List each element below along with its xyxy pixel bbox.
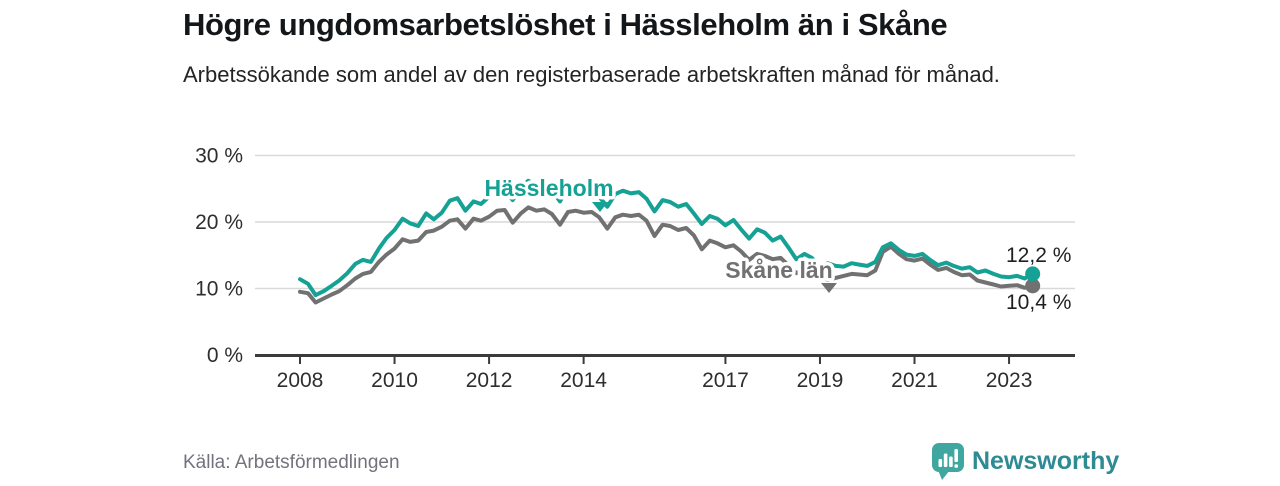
y-tick-label: 30 % — [195, 145, 243, 168]
series-end-dot-h-ssleholm — [1025, 266, 1041, 282]
series-line-sk-ne-l-n — [298, 205, 1035, 305]
x-tick-label: 2008 — [277, 369, 324, 392]
newsworthy-speech-bubble-chart-icon — [932, 443, 964, 480]
chart-header: Högre ungdomsarbetslöshet i Hässleholm ä… — [183, 6, 1103, 91]
x-tick-label: 2023 — [986, 369, 1033, 392]
series-end-dot-sk-ne-l-n — [1025, 278, 1041, 294]
chart-subtitle: Arbetssökande som andel av den registerb… — [183, 61, 1000, 87]
end-value-label-skane-lan: 10,4 % — [1006, 291, 1071, 314]
x-axis-ticks-group: 2008 2010 2012 2014 2017 2019 2021 2023 — [277, 356, 1033, 392]
source-note: Källa: Arbetsförmedlingen — [183, 452, 400, 473]
y-axis-labels-group: 0 % 10 % 20 % 30 % — [195, 145, 243, 368]
x-tick-label: 2010 — [371, 369, 418, 392]
x-tick-label: 2017 — [702, 369, 749, 392]
gridlines-group — [255, 154, 1075, 290]
newsworthy-logo-svg: Newsworthy — [932, 443, 1119, 480]
y-tick-label: 0 % — [207, 344, 243, 367]
x-tick-label: 2012 — [466, 369, 513, 392]
page-title: Högre ungdomsarbetslöshet i Hässleholm ä… — [183, 7, 948, 42]
y-tick-label: 10 % — [195, 278, 243, 301]
x-tick-label: 2014 — [560, 369, 607, 392]
end-value-label-hassleholm: 12,2 % — [1006, 244, 1071, 267]
newsworthy-wordmark: Newsworthy — [972, 447, 1119, 475]
series-label-hassleholm: Hässleholm — [484, 175, 613, 201]
newsworthy-logo: Newsworthy — [928, 441, 1128, 481]
skane-lan-label-pointer-icon — [821, 283, 837, 293]
series-end-dots-group — [1025, 266, 1041, 294]
x-tick-label: 2019 — [797, 369, 844, 392]
x-tick-label: 2021 — [891, 369, 938, 392]
series-line-h-ssleholm — [298, 178, 1035, 298]
series-label-skane-lan: Skåne län — [725, 257, 832, 283]
y-tick-label: 20 % — [195, 211, 243, 234]
series-lines-group — [298, 178, 1035, 305]
hassleholm-label-pointer-icon — [592, 202, 608, 212]
